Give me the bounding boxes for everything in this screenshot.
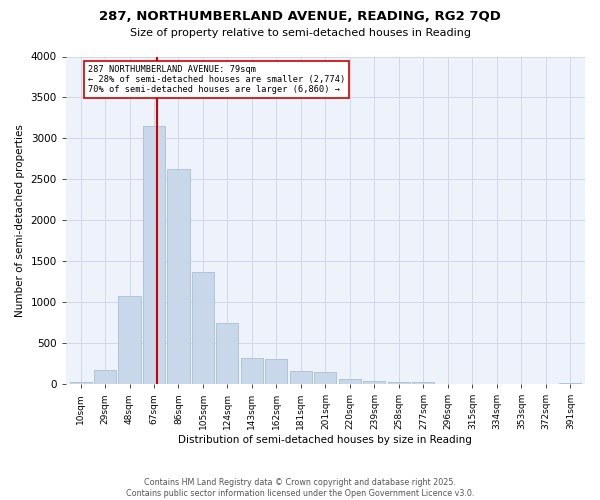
Bar <box>94 370 116 384</box>
Text: Contains HM Land Registry data © Crown copyright and database right 2025.
Contai: Contains HM Land Registry data © Crown c… <box>126 478 474 498</box>
Bar <box>388 382 410 384</box>
Text: Size of property relative to semi-detached houses in Reading: Size of property relative to semi-detach… <box>130 28 470 38</box>
Y-axis label: Number of semi-detached properties: Number of semi-detached properties <box>15 124 25 316</box>
Bar <box>290 372 312 384</box>
Bar <box>192 272 214 384</box>
Bar <box>412 382 434 384</box>
Bar <box>241 358 263 384</box>
Text: 287 NORTHUMBERLAND AVENUE: 79sqm
← 28% of semi-detached houses are smaller (2,77: 287 NORTHUMBERLAND AVENUE: 79sqm ← 28% o… <box>88 64 345 94</box>
Bar <box>314 372 337 384</box>
Text: 287, NORTHUMBERLAND AVENUE, READING, RG2 7QD: 287, NORTHUMBERLAND AVENUE, READING, RG2… <box>99 10 501 23</box>
Bar <box>167 168 190 384</box>
Bar <box>70 382 92 384</box>
Bar <box>143 126 165 384</box>
Bar <box>559 383 581 384</box>
X-axis label: Distribution of semi-detached houses by size in Reading: Distribution of semi-detached houses by … <box>178 435 472 445</box>
Bar <box>364 381 385 384</box>
Bar <box>217 324 238 384</box>
Bar <box>265 358 287 384</box>
Bar <box>118 296 140 384</box>
Bar <box>339 378 361 384</box>
